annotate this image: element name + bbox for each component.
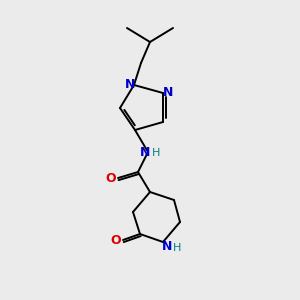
- Text: N: N: [140, 146, 150, 158]
- Text: O: O: [111, 233, 121, 247]
- Text: N: N: [125, 77, 135, 91]
- Text: N: N: [162, 239, 172, 253]
- Text: O: O: [106, 172, 116, 184]
- Text: N: N: [163, 85, 173, 98]
- Text: H: H: [152, 148, 160, 158]
- Text: H: H: [173, 243, 181, 253]
